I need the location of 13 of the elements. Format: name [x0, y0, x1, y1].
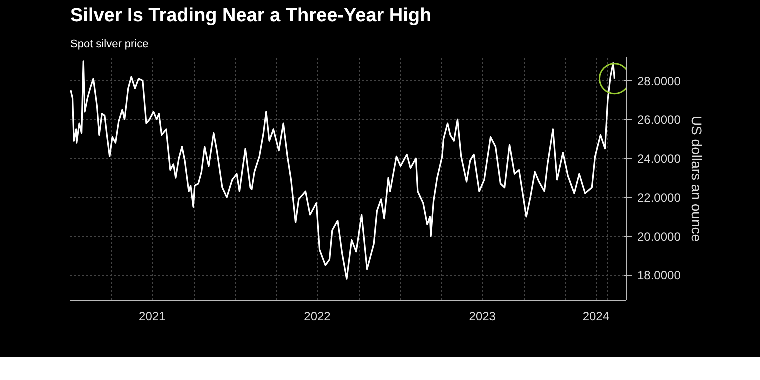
y-tick-label: 18.0000: [638, 268, 682, 283]
x-tick-label: 2023: [469, 310, 496, 324]
y-tick-label: 26.0000: [638, 113, 682, 128]
y-tick-label: 28.0000: [638, 74, 682, 88]
x-tick-label: 2022: [304, 310, 332, 324]
y-tick-label: 20.0000: [638, 230, 682, 244]
y-tick-label: 22.0000: [638, 190, 682, 205]
chart-title: Silver Is Trading Near a Three-Year High: [70, 6, 432, 26]
y-axis-title: US dollars an ounce: [688, 116, 705, 242]
x-tick-label: 2024: [582, 310, 610, 324]
series-label: Spot silver price: [70, 38, 149, 50]
x-tick-label: 2021: [139, 310, 166, 324]
y-tick-label: 24.0000: [638, 152, 682, 166]
